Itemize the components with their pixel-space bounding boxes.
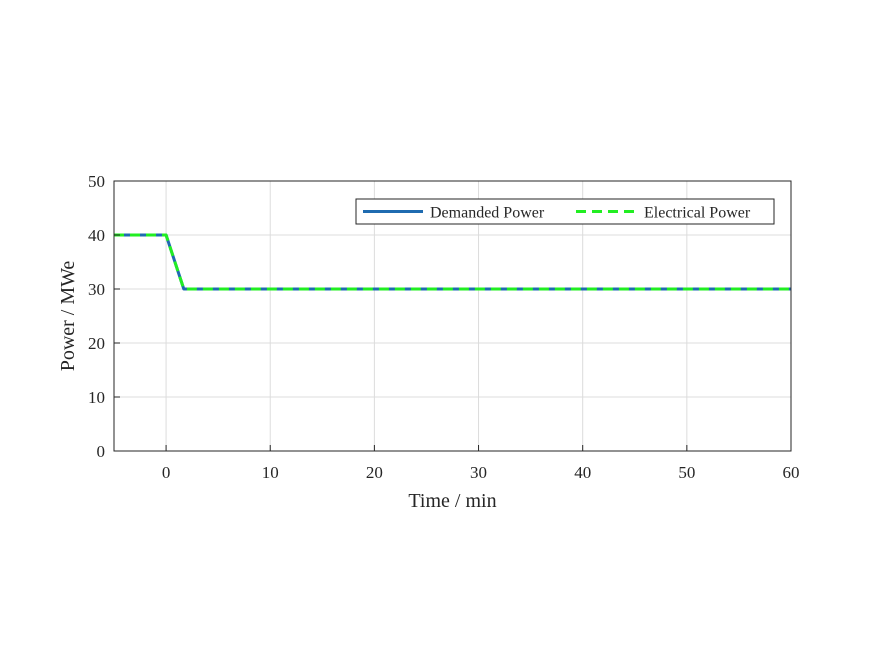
y-tick-label: 50 [88, 172, 105, 191]
x-tick-label: 50 [678, 463, 695, 482]
x-tick-label: 10 [262, 463, 279, 482]
x-tick-label: 0 [162, 463, 171, 482]
legend-label-electrical-power: Electrical Power [644, 205, 751, 222]
x-tick-label: 60 [783, 463, 800, 482]
x-axis-label: Time / min [408, 490, 496, 512]
legend-box [355, 198, 775, 225]
legend-label-demanded-power: Demanded Power [430, 205, 545, 222]
y-tick-label: 0 [97, 442, 106, 461]
y-tick-label: 30 [88, 280, 105, 299]
y-tick-label: 10 [88, 388, 105, 407]
legend: Demanded Power Electrical Power [355, 198, 775, 225]
x-tick-label: 40 [574, 463, 591, 482]
x-tick-label: 20 [366, 463, 383, 482]
y-tick-label: 40 [88, 226, 105, 245]
plot-area-border [113, 180, 792, 452]
series-line-demanded-power [114, 233, 791, 291]
series-line-electrical-power [114, 233, 791, 291]
axis-ticks: 0 10 20 30 40 50 60 0 10 20 30 40 50 [88, 172, 800, 482]
y-tick-label: 20 [88, 334, 105, 353]
y-axis-label: Power / MWe [57, 261, 79, 372]
plot-series [114, 233, 791, 291]
x-tick-label: 30 [470, 463, 487, 482]
